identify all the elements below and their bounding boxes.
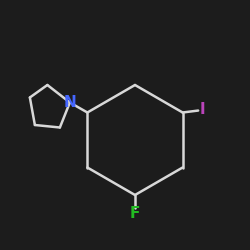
Text: F: F [130,206,140,221]
Text: N: N [64,95,76,110]
Text: I: I [200,102,205,118]
